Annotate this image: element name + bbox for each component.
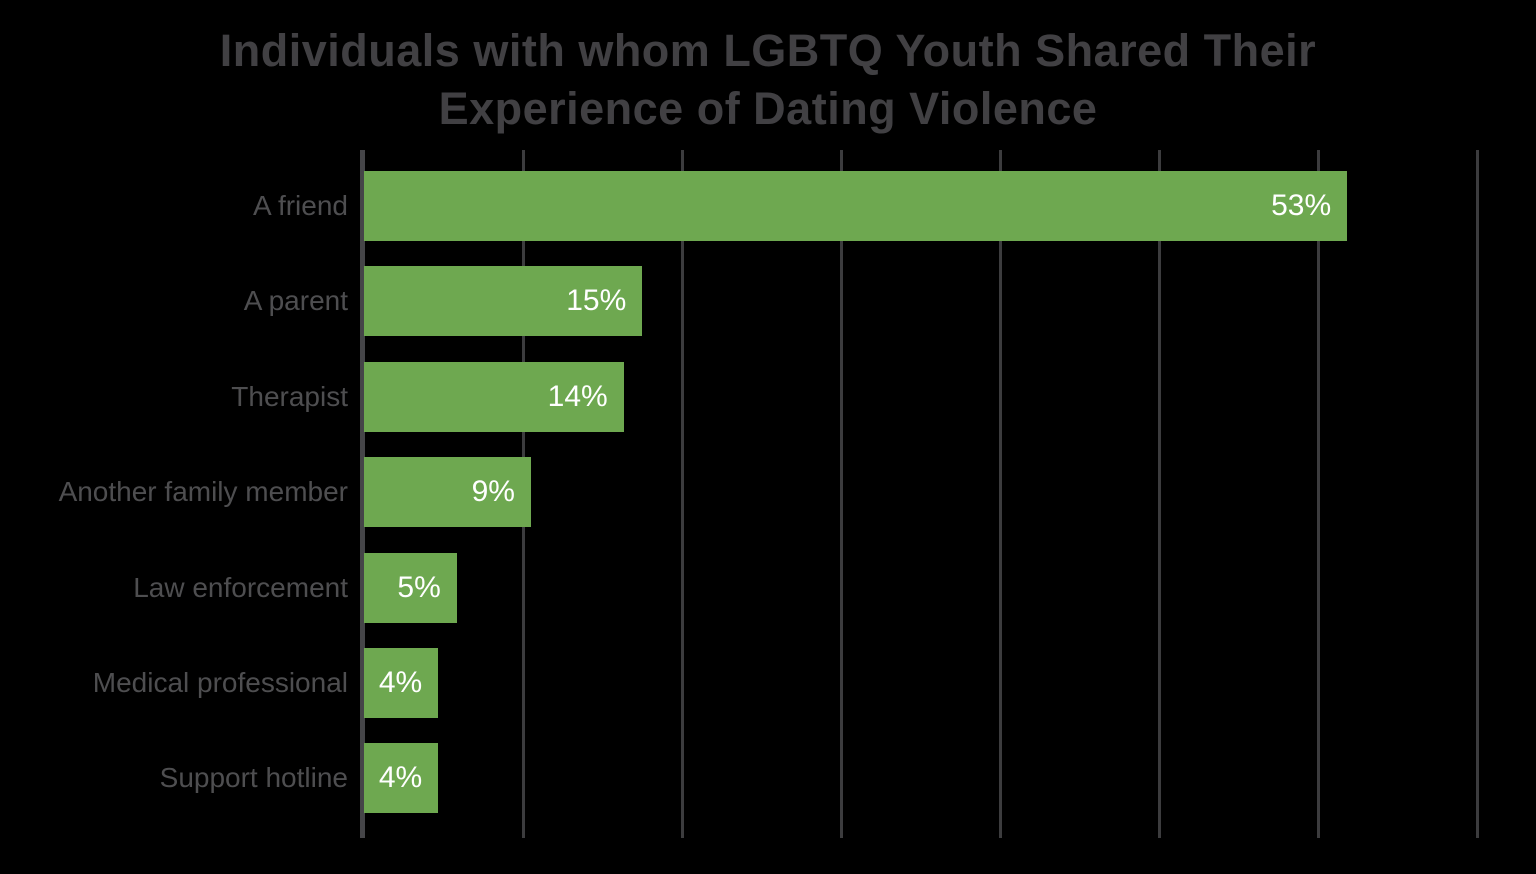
x-gridline [999, 150, 1002, 838]
x-gridline [840, 150, 843, 838]
bar-value-label: 53% [1271, 189, 1332, 222]
bar-row: Support hotline 4% [0, 743, 1536, 814]
bar: 4% [364, 743, 439, 814]
bar: 4% [364, 648, 439, 718]
x-gridline [1158, 150, 1161, 838]
bar: 14% [364, 361, 624, 432]
category-label: A friend [253, 190, 348, 221]
bar-value-label: 15% [566, 284, 627, 318]
bar-value-label: 5% [397, 570, 441, 604]
category-label: Support hotline [159, 762, 348, 794]
category-label: Therapist [231, 380, 348, 412]
category-label: Law enforcement [133, 571, 348, 603]
bar-value-label: 14% [547, 379, 608, 413]
bar-value-label: 9% [471, 475, 515, 509]
chart-title: Individuals with whom LGBTQ Youth Shared… [0, 22, 1536, 138]
bar-value-label: 4% [378, 761, 423, 795]
category-label: A parent [243, 285, 348, 317]
bar-row: A parent 15% [0, 266, 1536, 337]
x-gridline [1476, 150, 1479, 838]
bar: 53% [364, 171, 1348, 241]
bar: 9% [364, 457, 531, 528]
x-gridline [1317, 150, 1320, 838]
bar: 5% [364, 552, 457, 623]
chart-title-line-2: Experience of Dating Violence [438, 83, 1098, 134]
bar-row: Another family member 9% [0, 457, 1536, 528]
bar-value-label: 4% [378, 666, 423, 699]
category-label: Another family member [58, 476, 348, 508]
bar-row: A friend 53% [0, 171, 1536, 241]
bar-row: Therapist 14% [0, 361, 1536, 432]
chart-title-line-1: Individuals with whom LGBTQ Youth Shared… [219, 25, 1317, 76]
category-label: Medical professional [92, 667, 348, 698]
x-gridline [681, 150, 684, 838]
bar-row: Medical professional 4% [0, 648, 1536, 718]
y-axis-line [360, 150, 365, 838]
bar-row: Law enforcement 5% [0, 552, 1536, 623]
bar: 15% [364, 266, 643, 337]
